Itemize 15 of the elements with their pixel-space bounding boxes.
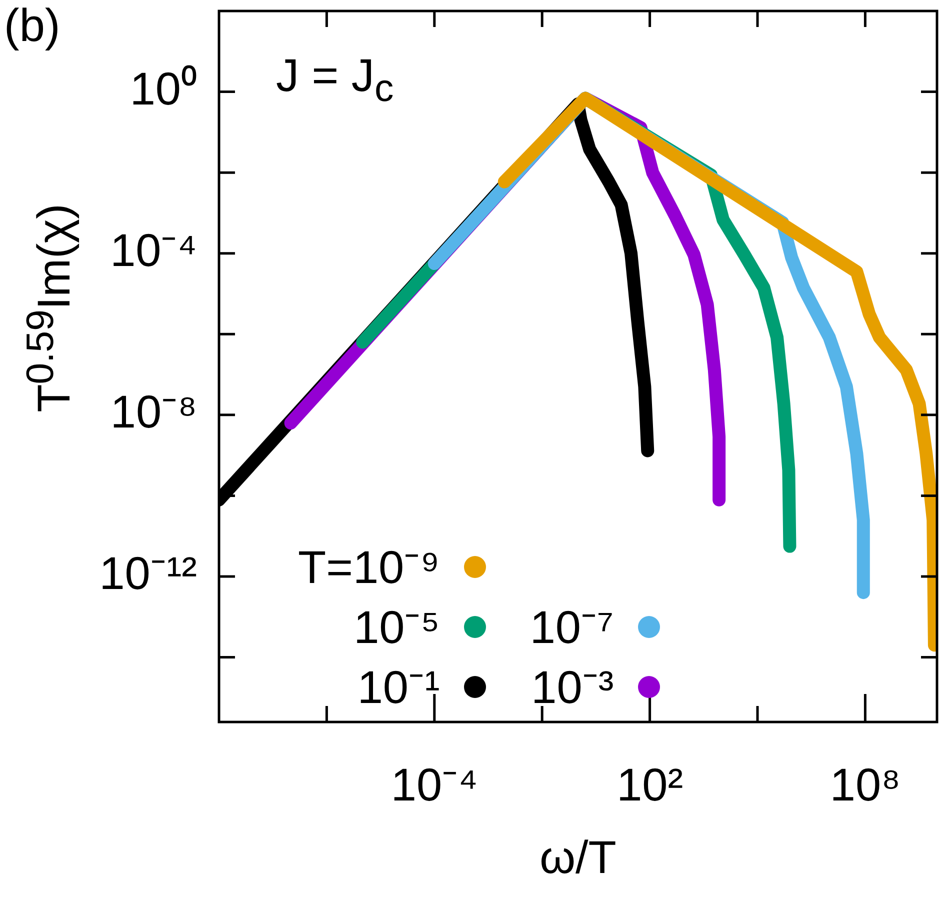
text: (b) [4, 0, 60, 51]
legend-label: 10⁻⁵ [352, 601, 440, 653]
y-tick-label: 10⁰ [130, 62, 197, 114]
legend-label: 10⁻³ [530, 661, 614, 713]
x-tick-label: 10⁻⁴ [390, 758, 478, 810]
legend-label: 10⁻¹ [356, 661, 440, 713]
annotation: J = J$_{c}$ [276, 49, 394, 110]
legend-label: 10⁻⁷ [530, 601, 614, 653]
x-tick-label: 10² [616, 758, 684, 810]
x-axis-title: ω/T [538, 831, 618, 883]
y-tick-label: 10⁻⁸ [110, 386, 197, 438]
x-tick-label: 10⁸ [830, 758, 900, 810]
legend-label: T=10⁻⁹ [298, 541, 440, 593]
y-tick-label: 10⁻¹² [99, 547, 197, 600]
y-tick-label: 10⁻⁴ [110, 224, 197, 276]
